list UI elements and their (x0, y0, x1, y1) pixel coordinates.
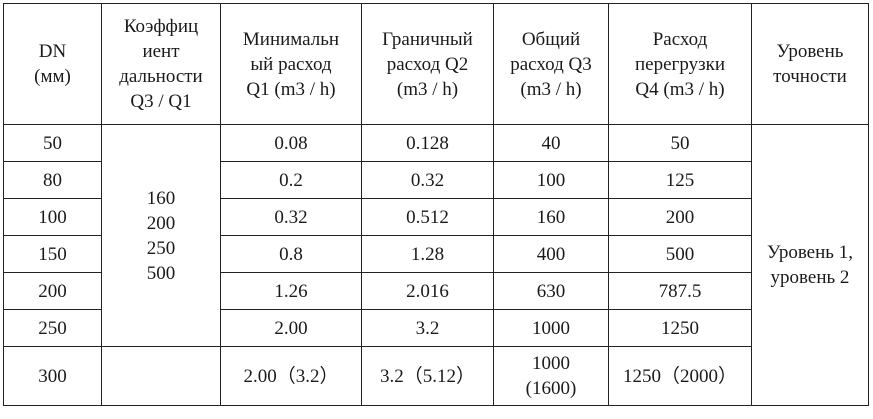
table-row: 200 1.26 2.016 630 787.5 (3, 272, 869, 310)
cell-dn: 250 (3, 309, 102, 347)
table-row: 150 0.8 1.28 400 500 (3, 235, 869, 273)
header-transitional-flow: Граничный расход Q2 (m3 / h) (361, 3, 494, 125)
header-overload-flow: Расход перегрузки Q4 (m3 / h) (608, 3, 752, 125)
cell-q4: 1250 (608, 309, 752, 347)
header-min-flow: Минимальн ый расход Q1 (m3 / h) (220, 3, 362, 125)
cell-q1: 0.08 (220, 124, 362, 162)
cell-q2: 0.32 (361, 161, 494, 199)
cell-q4: 1250（2000） (608, 346, 752, 406)
cell-dn: 80 (3, 161, 102, 199)
table-row: 100 0.32 0.512 160 200 (3, 198, 869, 236)
cell-q4: 787.5 (608, 272, 752, 310)
cell-q2: 0.512 (361, 198, 494, 236)
header-accuracy: Уровень точности (751, 3, 869, 125)
cell-dn: 300 (3, 346, 102, 406)
cell-range-ratio: 160 200 250 500 (101, 124, 221, 347)
cell-q3: 630 (493, 272, 609, 310)
header-range-ratio: Коэффиц иент дальности Q3 / Q1 (101, 3, 221, 125)
cell-q2: 1.28 (361, 235, 494, 273)
cell-q3: 160 (493, 198, 609, 236)
table-row: 80 0.2 0.32 100 125 (3, 161, 869, 199)
cell-dn: 100 (3, 198, 102, 236)
cell-q3: 100 (493, 161, 609, 199)
table-row: 300 2.00（3.2） 3.2（5.12） 1000 (1600) 1250… (3, 346, 869, 406)
cell-q2: 0.128 (361, 124, 494, 162)
cell-q2: 3.2 (361, 309, 494, 347)
cell-q1: 1.26 (220, 272, 362, 310)
cell-q1: 0.32 (220, 198, 362, 236)
header-permanent-flow: Общий расход Q3 (m3 / h) (493, 3, 609, 125)
cell-q3: 400 (493, 235, 609, 273)
cell-q2: 3.2（5.12） (361, 346, 494, 406)
header-row: DN (мм) Коэффиц иент дальности Q3 / Q1 М… (3, 3, 869, 125)
header-dn: DN (мм) (3, 3, 102, 125)
cell-q4: 125 (608, 161, 752, 199)
cell-dn: 150 (3, 235, 102, 273)
cell-q3: 1000 (1600) (493, 346, 609, 406)
cell-q1: 2.00（3.2） (220, 346, 362, 406)
flow-spec-table: DN (мм) Коэффиц иент дальности Q3 / Q1 М… (3, 3, 869, 406)
cell-dn: 200 (3, 272, 102, 310)
cell-q3: 1000 (493, 309, 609, 347)
cell-range-ratio-empty (101, 346, 221, 406)
cell-q3: 40 (493, 124, 609, 162)
table-row: 50 160 200 250 500 0.08 0.128 40 50 Уров… (3, 124, 869, 406)
cell-q4: 500 (608, 235, 752, 273)
cell-q1: 0.2 (220, 161, 362, 199)
cell-accuracy: Уровень 1, уровень 2 (751, 124, 869, 406)
cell-q2: 2.016 (361, 272, 494, 310)
cell-q4: 50 (608, 124, 752, 162)
cell-dn: 50 (3, 124, 102, 162)
cell-q1: 2.00 (220, 309, 362, 347)
table-row: 250 2.00 3.2 1000 1250 (3, 309, 869, 347)
cell-q4: 200 (608, 198, 752, 236)
cell-q1: 0.8 (220, 235, 362, 273)
